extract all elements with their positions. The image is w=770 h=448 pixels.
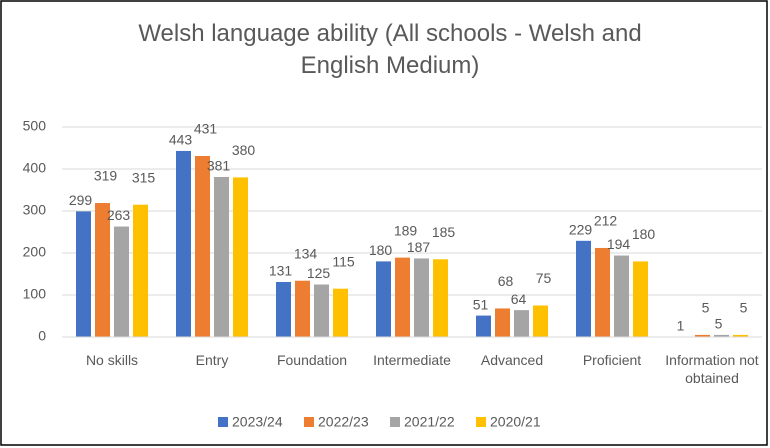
bar xyxy=(333,288,348,337)
bar xyxy=(195,155,210,337)
data-label: 180 xyxy=(632,226,656,242)
y-tick-label: 400 xyxy=(23,160,47,176)
data-label: 68 xyxy=(498,273,514,289)
data-label: 380 xyxy=(232,142,256,158)
bar xyxy=(314,284,329,337)
x-tick-label: Proficient xyxy=(582,352,642,368)
bar xyxy=(233,177,248,337)
bar xyxy=(595,247,610,337)
bar xyxy=(576,240,591,337)
legend-swatch xyxy=(218,417,228,427)
data-label: 5 xyxy=(740,300,748,316)
data-label: 5 xyxy=(702,300,710,316)
x-tick-box: Information not obtained xyxy=(665,352,759,386)
data-label: 299 xyxy=(69,192,93,208)
title-box: Welsh language ability (All schools - We… xyxy=(138,20,642,79)
x-tick-box: No skills xyxy=(85,352,139,368)
bar xyxy=(714,334,729,337)
legend-label: 2023/24 xyxy=(232,414,283,430)
data-label: 229 xyxy=(569,222,593,238)
x-tick-box: Entry xyxy=(195,352,229,368)
x-tick-label: Advanced xyxy=(480,352,544,368)
data-label: 1 xyxy=(677,317,685,333)
legend-swatch xyxy=(476,417,486,427)
data-label: 180 xyxy=(369,242,393,258)
data-label: 381 xyxy=(207,158,231,174)
data-label: 187 xyxy=(407,239,431,255)
data-label: 194 xyxy=(607,236,631,252)
bar xyxy=(414,258,429,337)
y-tick-label: 0 xyxy=(38,328,46,344)
data-label: 185 xyxy=(432,224,456,240)
bar xyxy=(176,150,191,337)
bar xyxy=(433,259,448,337)
bar xyxy=(614,255,629,337)
y-tick-label: 100 xyxy=(23,286,47,302)
x-tick-label: Foundation xyxy=(276,352,348,368)
legend-label: 2020/21 xyxy=(490,414,541,430)
y-tick-label: 200 xyxy=(23,244,47,260)
data-label: 51 xyxy=(473,296,489,312)
data-label: 443 xyxy=(169,132,193,148)
y-tick-label: 500 xyxy=(23,118,47,134)
data-label: 134 xyxy=(294,245,318,261)
bar xyxy=(514,310,529,337)
data-label: 125 xyxy=(307,265,331,281)
x-tick-box: Proficient xyxy=(582,352,642,368)
y-tick-label: 300 xyxy=(23,202,47,218)
bar xyxy=(114,226,129,337)
bar xyxy=(395,257,410,337)
data-label: 75 xyxy=(536,270,552,286)
data-label: 319 xyxy=(94,168,118,184)
bar xyxy=(276,281,291,337)
bar xyxy=(695,334,710,337)
bar xyxy=(214,176,229,337)
x-tick-box: Advanced xyxy=(480,352,544,368)
legend-swatch xyxy=(390,417,400,427)
x-tick-box: Intermediate xyxy=(373,352,451,368)
x-tick-label: No skills xyxy=(85,352,139,368)
x-tick-box: Foundation xyxy=(276,352,348,368)
bar xyxy=(733,334,748,337)
data-label: 131 xyxy=(269,263,293,279)
legend-label: 2022/23 xyxy=(318,414,369,430)
data-label: 212 xyxy=(594,213,618,229)
bar xyxy=(533,305,548,337)
legend-swatch xyxy=(304,417,314,427)
data-label: 189 xyxy=(394,222,418,238)
data-label: 5 xyxy=(715,316,723,332)
data-label: 315 xyxy=(132,169,156,185)
x-tick-label: Information not obtained xyxy=(665,352,759,386)
legend-label: 2021/22 xyxy=(404,414,455,430)
data-label: 115 xyxy=(332,253,355,269)
bar xyxy=(495,308,510,337)
bar xyxy=(376,261,391,337)
chart-title: Welsh language ability (All schools - We… xyxy=(138,20,642,79)
bar xyxy=(295,280,310,337)
bar xyxy=(133,204,148,337)
x-tick-label: Intermediate xyxy=(373,352,451,368)
bar xyxy=(633,261,648,337)
data-label: 431 xyxy=(194,121,218,137)
x-tick-label: Entry xyxy=(195,352,229,368)
data-label: 64 xyxy=(511,291,527,307)
bar xyxy=(476,315,491,337)
data-label: 263 xyxy=(107,207,131,223)
bar xyxy=(95,203,110,337)
bar xyxy=(76,211,91,337)
